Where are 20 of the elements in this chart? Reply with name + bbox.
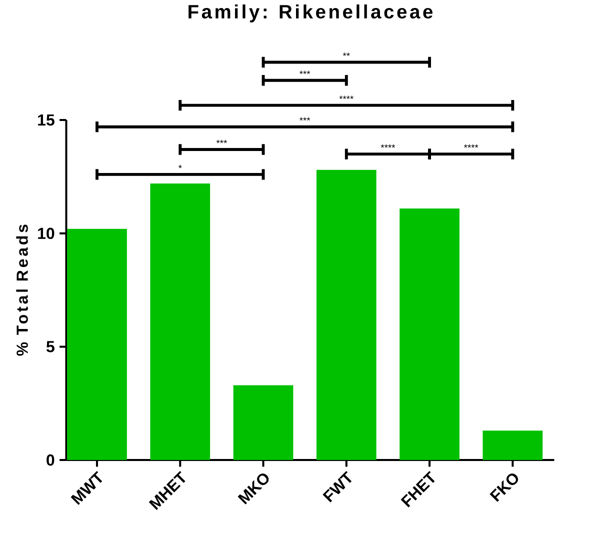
y-tick-label: 5: [46, 341, 54, 352]
y-axis-title: % Total Reads: [16, 224, 28, 356]
bar: [150, 184, 210, 460]
annotation: ****: [380, 144, 396, 148]
text: ***: [300, 70, 310, 74]
annotation: ***: [216, 140, 228, 144]
bar: [482, 430, 543, 460]
bar: [400, 208, 460, 460]
text: **: [342, 52, 350, 56]
y-tick-label: 15: [38, 114, 54, 126]
annotation: ***: [300, 117, 310, 120]
bar: [67, 228, 127, 460]
y-tick-label: 10: [38, 228, 54, 240]
bar: [233, 385, 294, 460]
chart-title: Family: Rikenellaceae: [188, 4, 433, 22]
annotation: ****: [464, 144, 478, 148]
text: ****: [339, 96, 354, 99]
y-tick-label: 0: [46, 454, 54, 466]
bar: [316, 170, 376, 460]
annotation: *: [178, 164, 182, 168]
